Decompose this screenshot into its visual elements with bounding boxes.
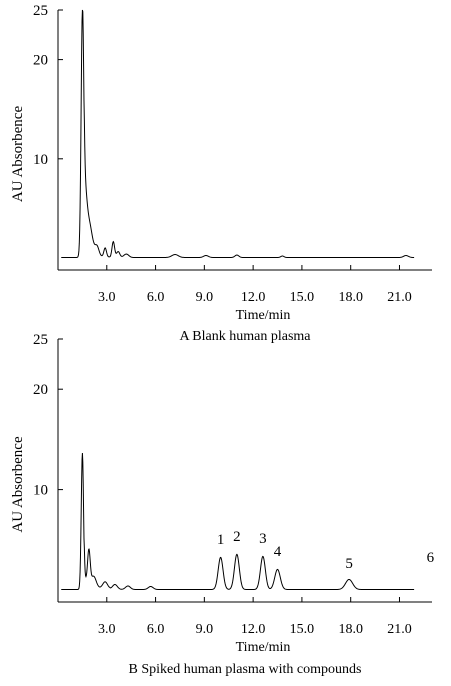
y-tick-label: 10 bbox=[33, 483, 48, 499]
x-tick-label: 9.0 bbox=[196, 290, 214, 305]
x-tick-label: 15.0 bbox=[290, 622, 315, 637]
y-tick-label: 25 bbox=[33, 3, 48, 19]
x-tick-label: 12.0 bbox=[241, 622, 266, 637]
x-tick-label: 18.0 bbox=[338, 622, 363, 637]
x-tick-label: 18.0 bbox=[338, 290, 363, 305]
x-tick-label: 21.0 bbox=[387, 622, 412, 637]
y-tick-label: 20 bbox=[33, 53, 48, 69]
x-tick-label: 9.0 bbox=[196, 622, 214, 637]
y-axis-label: AU Absorbence bbox=[10, 436, 26, 533]
x-axis-label: Time/min bbox=[236, 640, 291, 655]
x-axis-label: Time/min bbox=[236, 308, 291, 323]
peak-label: 3 bbox=[259, 531, 267, 547]
x-tick-label: 6.0 bbox=[147, 622, 165, 637]
y-tick-label: 25 bbox=[33, 332, 48, 348]
peak-label: 6 bbox=[427, 550, 435, 566]
x-tick-label: 21.0 bbox=[387, 290, 412, 305]
panel-caption: A Blank human plasma bbox=[179, 329, 311, 344]
y-tick-label: 20 bbox=[33, 382, 48, 398]
x-tick-label: 12.0 bbox=[241, 290, 266, 305]
x-tick-label: 3.0 bbox=[98, 622, 116, 637]
peak-label: 4 bbox=[274, 544, 282, 560]
peak-label: 5 bbox=[345, 556, 353, 572]
peak-label: 2 bbox=[233, 529, 241, 545]
x-tick-label: 15.0 bbox=[290, 290, 315, 305]
x-tick-label: 6.0 bbox=[147, 290, 165, 305]
chromatogram-trace bbox=[61, 9, 415, 258]
x-tick-label: 3.0 bbox=[98, 290, 116, 305]
y-tick-label: 10 bbox=[33, 152, 48, 168]
y-axis-label: AU Absorbence bbox=[10, 106, 26, 203]
chart-panel-a: 10 20 25 3.0 6.0 9.0 12.0 15.0 18.0 21.0 Time/min A… bbox=[10, 3, 432, 344]
chromatogram-trace bbox=[61, 452, 415, 590]
panel-caption: B Spiked human plasma with compounds bbox=[129, 662, 362, 677]
peak-label: 1 bbox=[217, 532, 225, 548]
